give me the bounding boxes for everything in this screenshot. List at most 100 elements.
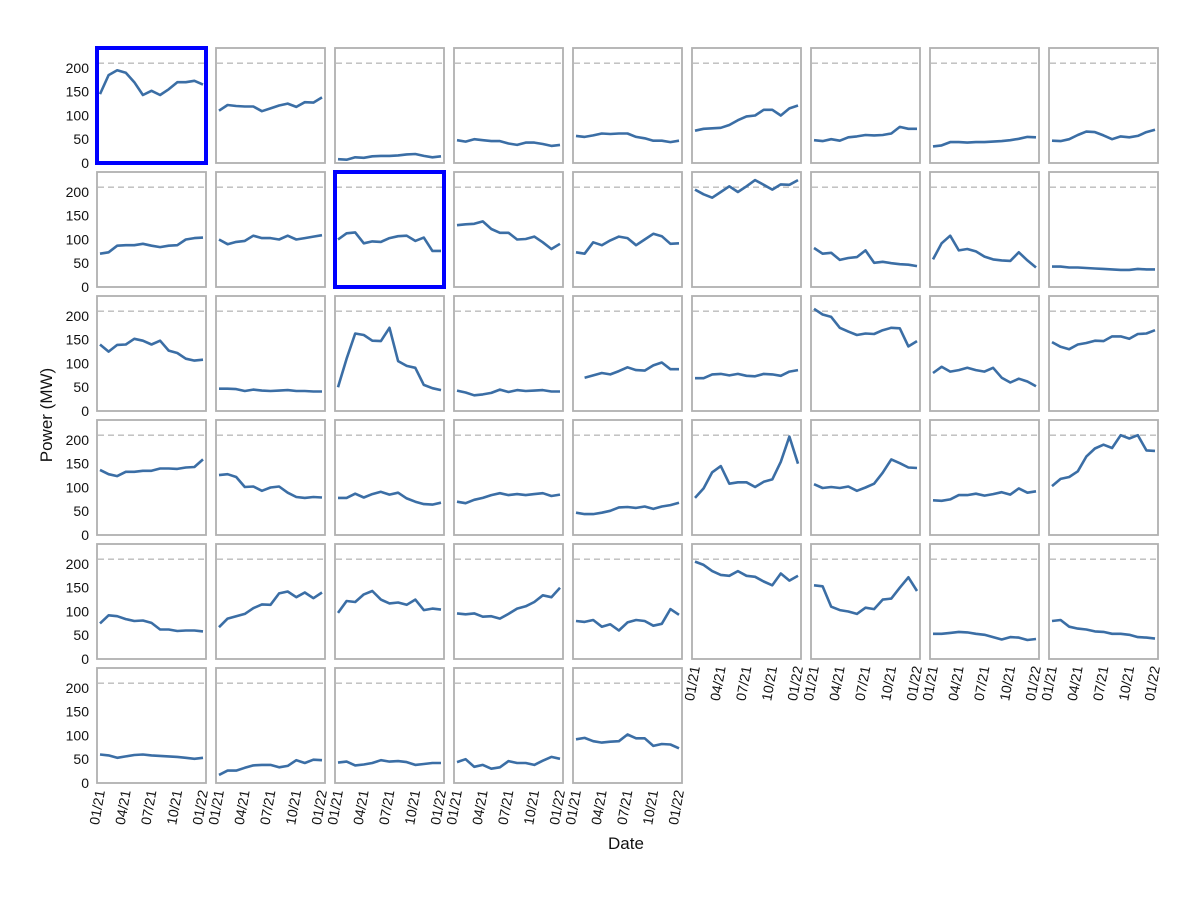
- panel-frame: [96, 419, 207, 536]
- x-tick-label: 04/21: [112, 789, 134, 826]
- x-tick-label: 04/21: [588, 789, 610, 826]
- y-tick-label: 150: [66, 580, 90, 596]
- panel-frame: [929, 419, 1040, 536]
- series-line: [99, 458, 204, 478]
- series-line: [99, 337, 204, 362]
- x-tick-label: 01/22: [1022, 665, 1044, 702]
- y-tick-label: 50: [73, 255, 89, 271]
- series-line: [1051, 433, 1156, 488]
- x-tick-label: 07/21: [614, 789, 636, 826]
- y-tick-label: 150: [66, 704, 90, 720]
- x-tick-label: 01/22: [308, 789, 330, 826]
- panel-frame: [691, 419, 802, 536]
- x-tick-label: 07/21: [495, 789, 517, 826]
- x-tick-label: 10/21: [639, 789, 661, 826]
- panel-frame: [334, 419, 445, 536]
- series-line: [218, 96, 323, 113]
- series-line: [456, 388, 560, 397]
- panel-frame: [453, 419, 564, 536]
- x-tick-label: 07/21: [257, 789, 279, 826]
- panel-frame: [334, 543, 445, 660]
- series-line: [456, 491, 561, 505]
- x-tick-label: 01/22: [903, 665, 925, 702]
- panel-frame: [572, 543, 683, 660]
- series-line: [98, 69, 204, 97]
- panel-frame: [929, 543, 1040, 660]
- y-tick-label: 150: [66, 84, 90, 100]
- series-line: [694, 178, 799, 199]
- panel-frame: [215, 667, 326, 784]
- x-tick-label: 01/22: [427, 789, 449, 826]
- y-tick-label: 100: [66, 727, 90, 743]
- highlight-frame: [95, 46, 208, 165]
- x-tick-label: 04/21: [350, 789, 372, 826]
- x-tick-label: 07/21: [971, 665, 993, 702]
- series-line: [694, 560, 799, 587]
- panel-frame: [572, 47, 683, 164]
- x-tick-label: 01/21: [86, 789, 108, 826]
- series-line: [813, 458, 918, 493]
- y-tick-label: 0: [81, 403, 89, 419]
- series-line: [695, 368, 799, 380]
- x-tick-label: 01/21: [919, 665, 941, 702]
- y-tick-label: 200: [66, 556, 90, 572]
- x-tick-label: 04/21: [707, 665, 729, 702]
- x-tick-label: 10/21: [758, 665, 780, 702]
- y-tick-label: 0: [81, 279, 89, 295]
- x-tick-label: 10/21: [282, 789, 304, 826]
- series-line: [99, 614, 204, 633]
- series-line: [456, 586, 561, 620]
- y-tick-label: 100: [66, 107, 90, 123]
- series-line: [694, 104, 799, 132]
- panel-frame: [929, 47, 1040, 164]
- y-tick-label: 200: [66, 432, 90, 448]
- panel-frame: [1048, 171, 1159, 288]
- series-line: [337, 231, 441, 253]
- panel-frame: [96, 543, 207, 660]
- y-tick-label: 200: [66, 184, 90, 200]
- series-line: [813, 125, 917, 143]
- panel-frame: [96, 171, 207, 288]
- panel-frame: [453, 47, 564, 164]
- panel-frame: [96, 667, 207, 784]
- panel-frame: [810, 171, 921, 288]
- y-tick-label: 200: [66, 308, 90, 324]
- x-tick-label: 04/21: [469, 789, 491, 826]
- series-line: [336, 589, 442, 614]
- y-tick-label: 50: [73, 627, 89, 643]
- panel-frame: [215, 543, 326, 660]
- series-line: [219, 387, 322, 393]
- panel-frame: [572, 295, 683, 412]
- series-line: [575, 607, 680, 632]
- y-tick-label: 100: [66, 479, 90, 495]
- panel-frame: [691, 171, 802, 288]
- series-line: [1051, 618, 1156, 640]
- panel-frame: [810, 419, 921, 536]
- panel-frame: [453, 543, 564, 660]
- x-tick-label: 01/21: [324, 789, 346, 826]
- panel-frame: [572, 667, 683, 784]
- x-tick-label: 04/21: [826, 665, 848, 702]
- x-tick-label: 10/21: [163, 789, 185, 826]
- y-tick-label: 200: [66, 680, 90, 696]
- series-line: [218, 472, 323, 500]
- y-tick-label: 150: [66, 332, 90, 348]
- panel-frame: [572, 419, 683, 536]
- series-line: [813, 576, 919, 616]
- x-tick-label: 01/22: [546, 789, 568, 826]
- panel-frame: [1048, 295, 1159, 412]
- series-line: [456, 755, 561, 770]
- x-tick-label: 01/22: [1141, 665, 1163, 702]
- x-tick-label: 01/21: [1038, 665, 1060, 702]
- x-tick-label: 01/21: [562, 789, 584, 826]
- panel-frame: [1048, 47, 1159, 164]
- panel-frame: [215, 171, 326, 288]
- x-tick-label: 01/22: [784, 665, 806, 702]
- series-line: [575, 733, 680, 750]
- series-line: [575, 132, 680, 144]
- x-tick-label: 01/22: [189, 789, 211, 826]
- y-tick-label: 100: [66, 355, 90, 371]
- x-tick-label: 01/21: [443, 789, 465, 826]
- series-line: [336, 326, 442, 392]
